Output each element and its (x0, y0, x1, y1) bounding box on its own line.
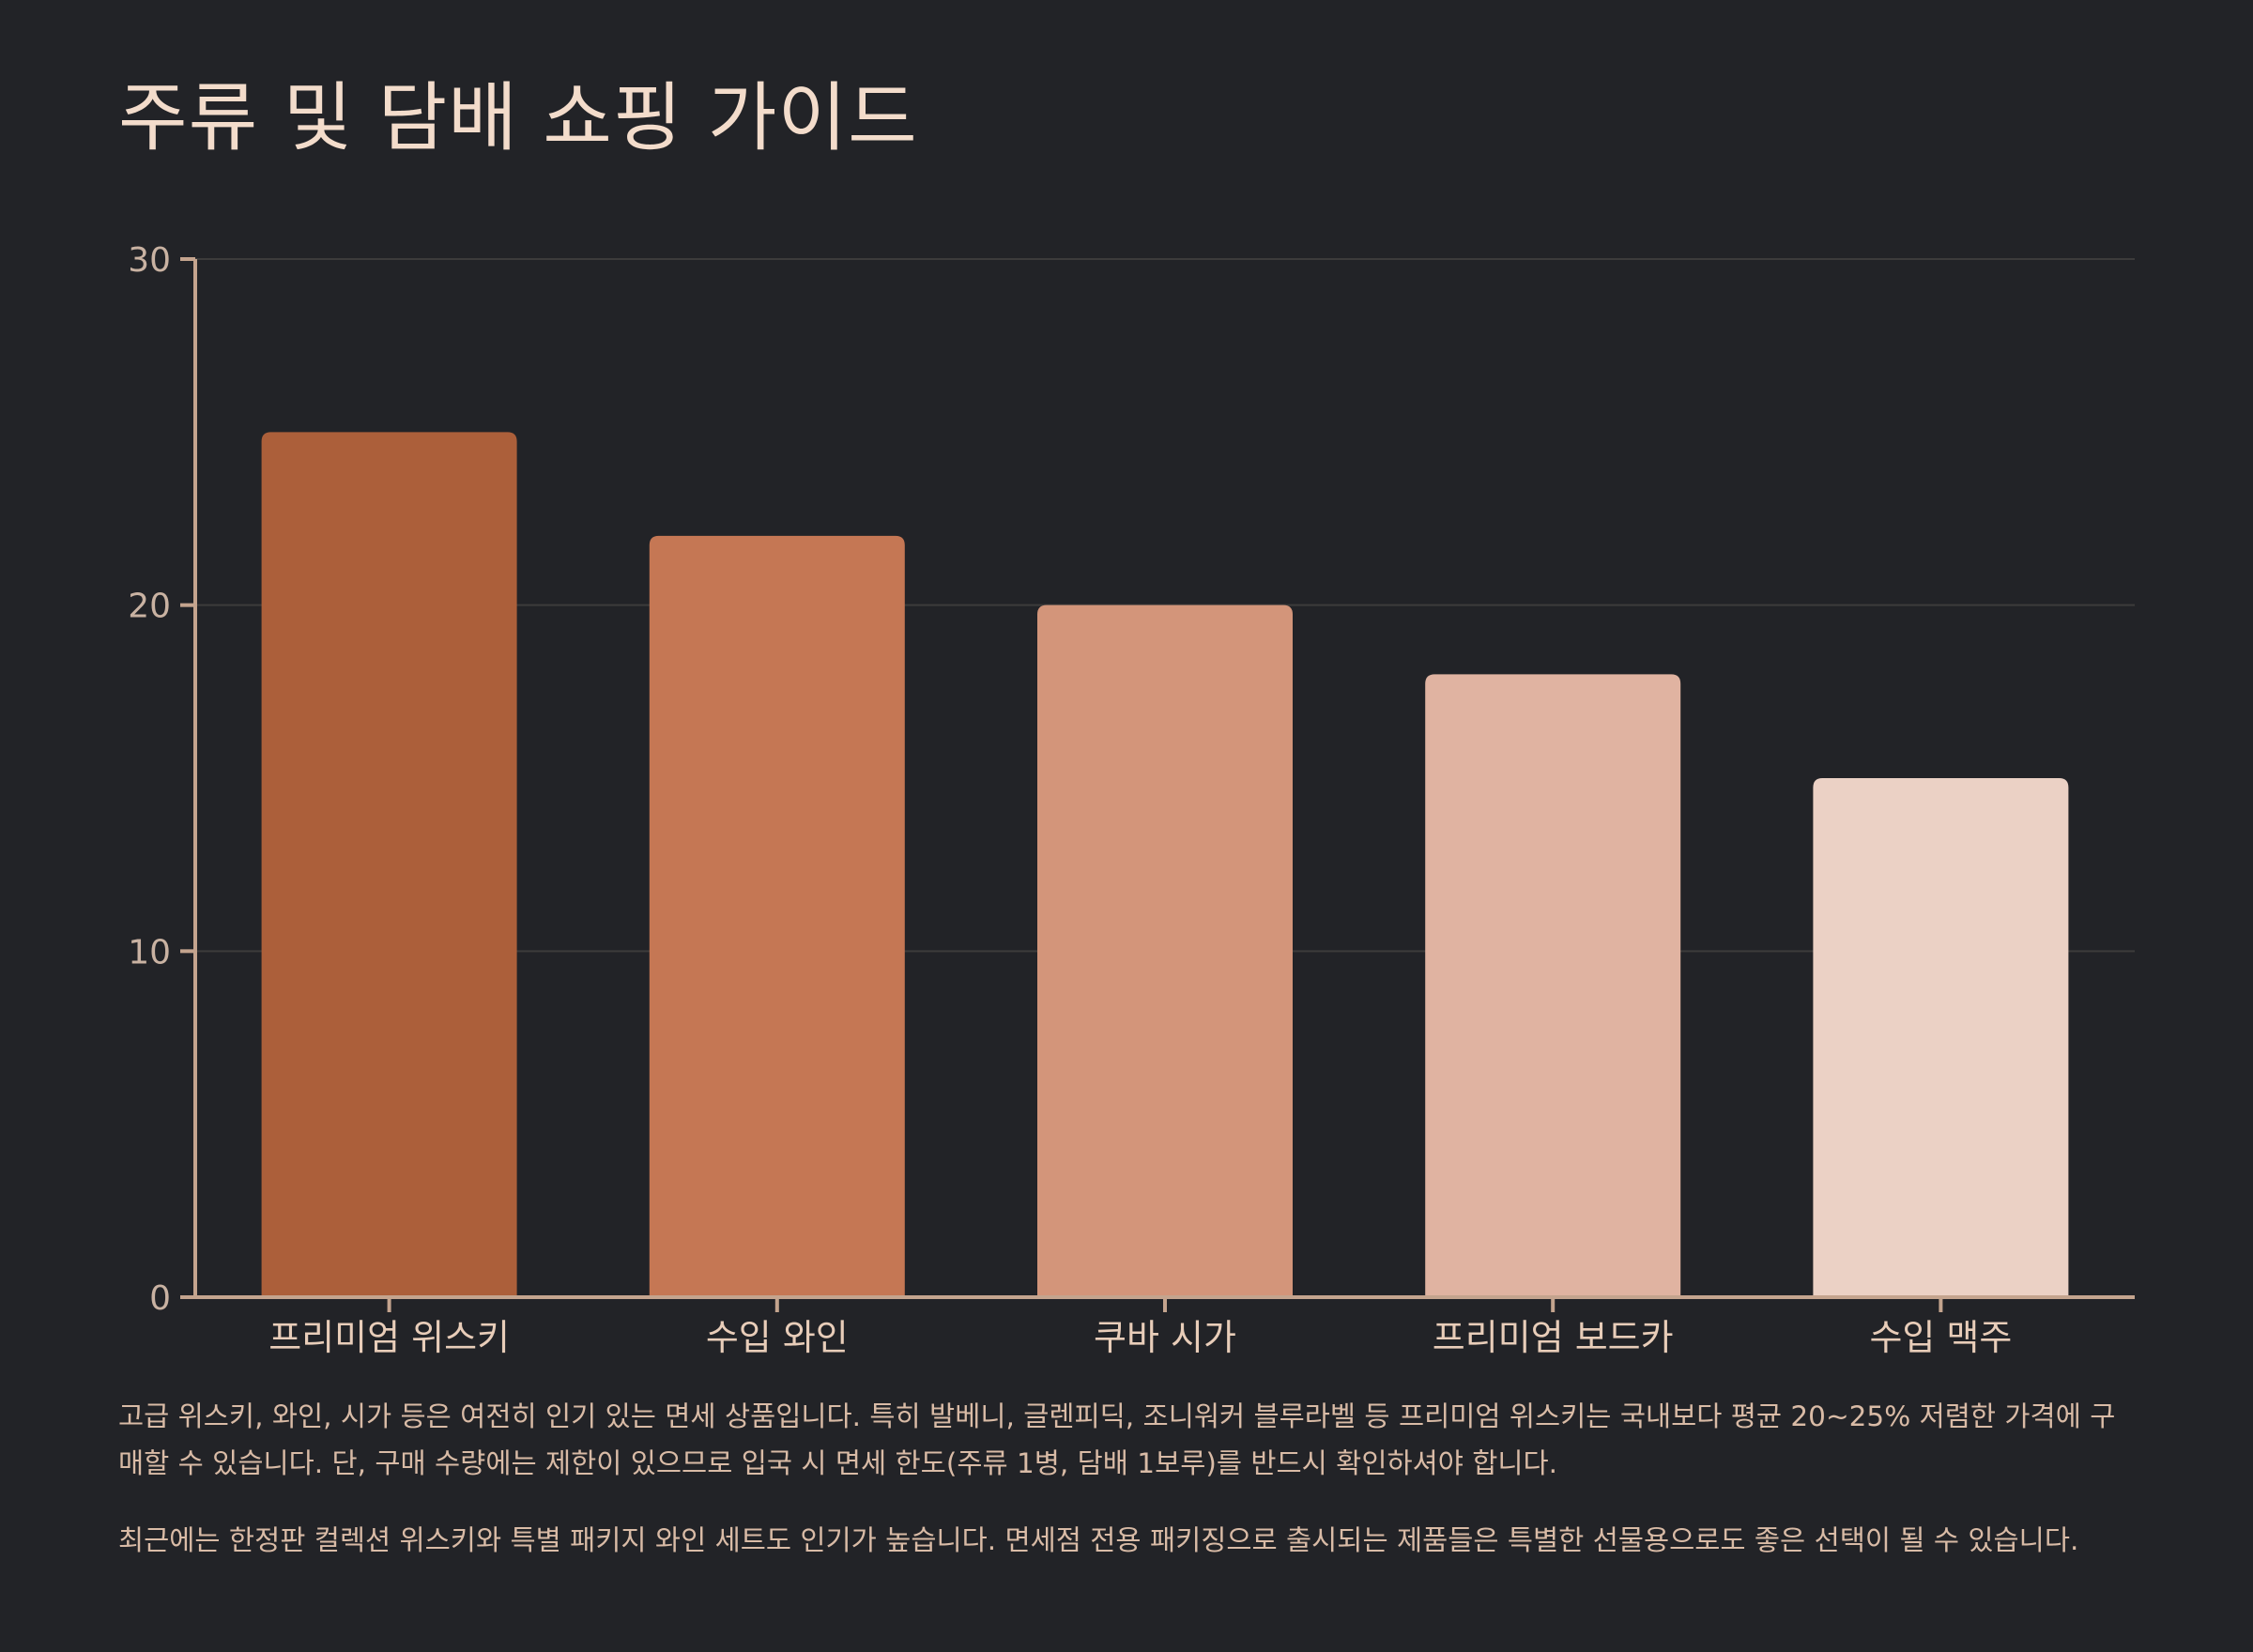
description: 고급 위스키, 와인, 시가 등은 여전히 인기 있는 면세 상품입니다. 특히… (118, 1393, 2137, 1594)
x-tick-label-5: 수입 맥주 (1869, 1317, 2012, 1358)
y-tick-label-0: 0 (149, 1279, 171, 1318)
x-tick-label-4: 프리미엄 보드카 (1433, 1317, 1674, 1358)
bar-5 (1813, 778, 2069, 1297)
bar-4 (1425, 674, 1681, 1297)
y-tick-label-20: 20 (128, 588, 171, 626)
bar-chart: 0 10 20 30 프리미엄 위스키 수입 와인 쿠바 시가 프리미엄 보드카 수입 맥주 (128, 241, 2135, 1358)
x-tick-label-3: 쿠바 시가 (1094, 1317, 1236, 1358)
x-tick-label-1: 프리미엄 위스키 (268, 1317, 510, 1358)
description-paragraph-1: 고급 위스키, 와인, 시가 등은 여전히 인기 있는 면세 상품입니다. 특히… (118, 1400, 2116, 1479)
y-tick-label-30: 30 (128, 241, 171, 280)
x-tick-label-2: 수입 와인 (706, 1317, 849, 1358)
page-title: 주류 및 담배 쇼핑 가이드 (118, 74, 918, 161)
bar-2 (649, 535, 905, 1297)
bar-1 (261, 432, 517, 1297)
description-paragraph-2: 최근에는 한정판 컬렉션 위스키와 특별 패키지 와인 세트도 인기가 높습니다… (118, 1524, 2079, 1556)
bar-3 (1037, 604, 1293, 1297)
y-tick-label-10: 10 (128, 933, 171, 971)
